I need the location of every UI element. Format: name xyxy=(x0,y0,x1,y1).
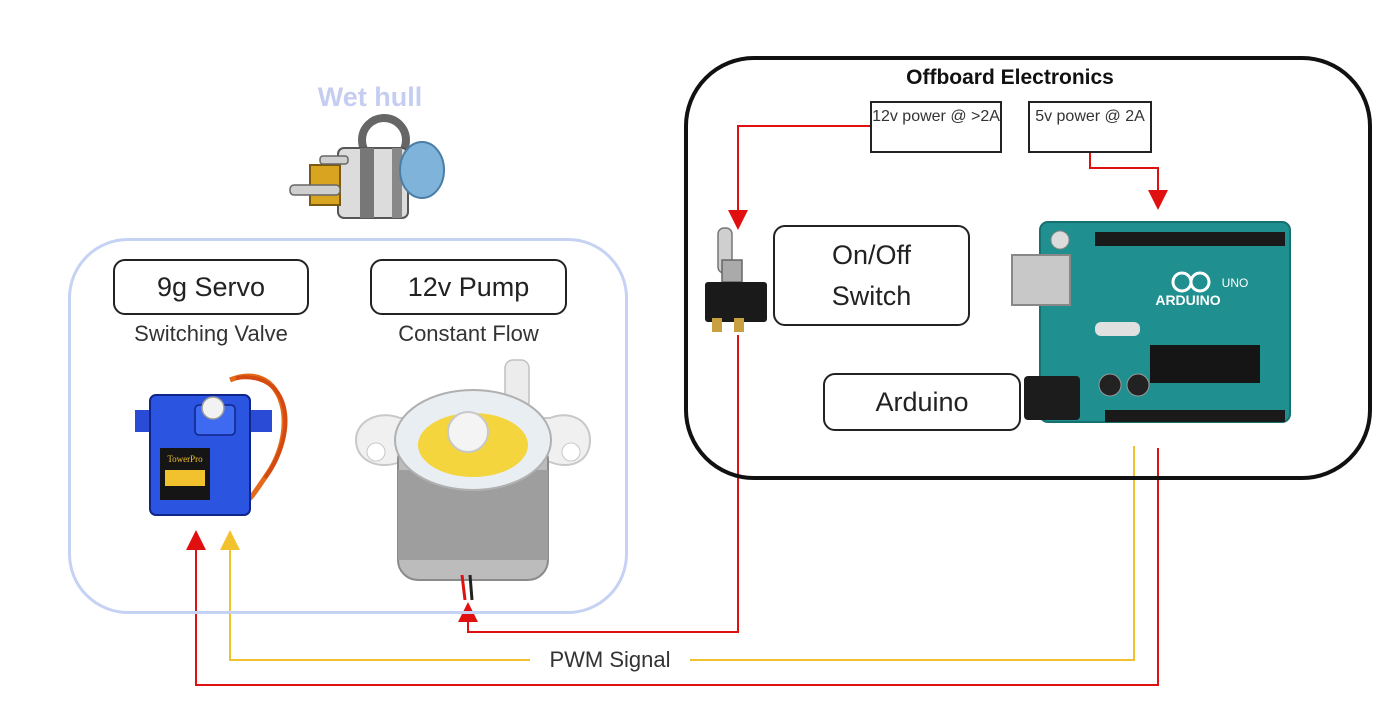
servo-label-box: 9g Servo xyxy=(113,259,309,315)
power-12v-label: 12v power @ >2A xyxy=(872,108,1000,125)
arduino-label-box: Arduino xyxy=(823,373,1021,431)
servo-caption: Switching Valve xyxy=(134,321,288,346)
wire-switch-to-pump xyxy=(458,335,739,633)
servo-brand-text: TowerPro xyxy=(167,454,203,464)
power-5v-label: 5v power @ 2A xyxy=(1035,108,1145,125)
switch-label-box: On/Off Switch xyxy=(773,225,970,326)
arduino-board-text: ARDUINO xyxy=(1155,292,1220,308)
toggle-switch-image xyxy=(705,227,767,332)
servo-label: 9g Servo xyxy=(156,271,266,302)
pump-image xyxy=(354,359,592,601)
pump-caption: Constant Flow xyxy=(398,321,539,346)
wire-5v-to-arduino xyxy=(1089,152,1168,210)
wire-12v-to-switch xyxy=(728,125,870,230)
servo-image: TowerPro xyxy=(135,373,288,516)
pump-label-box: 12v Pump xyxy=(370,259,567,315)
wet-hull-title: Wet hull xyxy=(317,82,423,112)
arduino-label: Arduino xyxy=(875,386,969,417)
valve-model-image xyxy=(289,114,445,219)
power-12v-box: 12v power @ >2A xyxy=(870,101,1002,153)
arduino-board-image: ARDUINO UNO xyxy=(1011,221,1291,423)
arduino-uno-text: UNO xyxy=(1222,276,1249,290)
wet-hull-group xyxy=(68,238,628,614)
offboard-electronics-title: Offboard Electronics xyxy=(906,66,1114,89)
power-5v-box: 5v power @ 2A xyxy=(1028,101,1152,153)
offboard-electronics-group xyxy=(684,56,1372,480)
pwm-signal-label: PWM Signal xyxy=(530,647,690,673)
pump-label: 12v Pump xyxy=(407,271,530,302)
switch-label: On/Off Switch xyxy=(831,239,912,311)
